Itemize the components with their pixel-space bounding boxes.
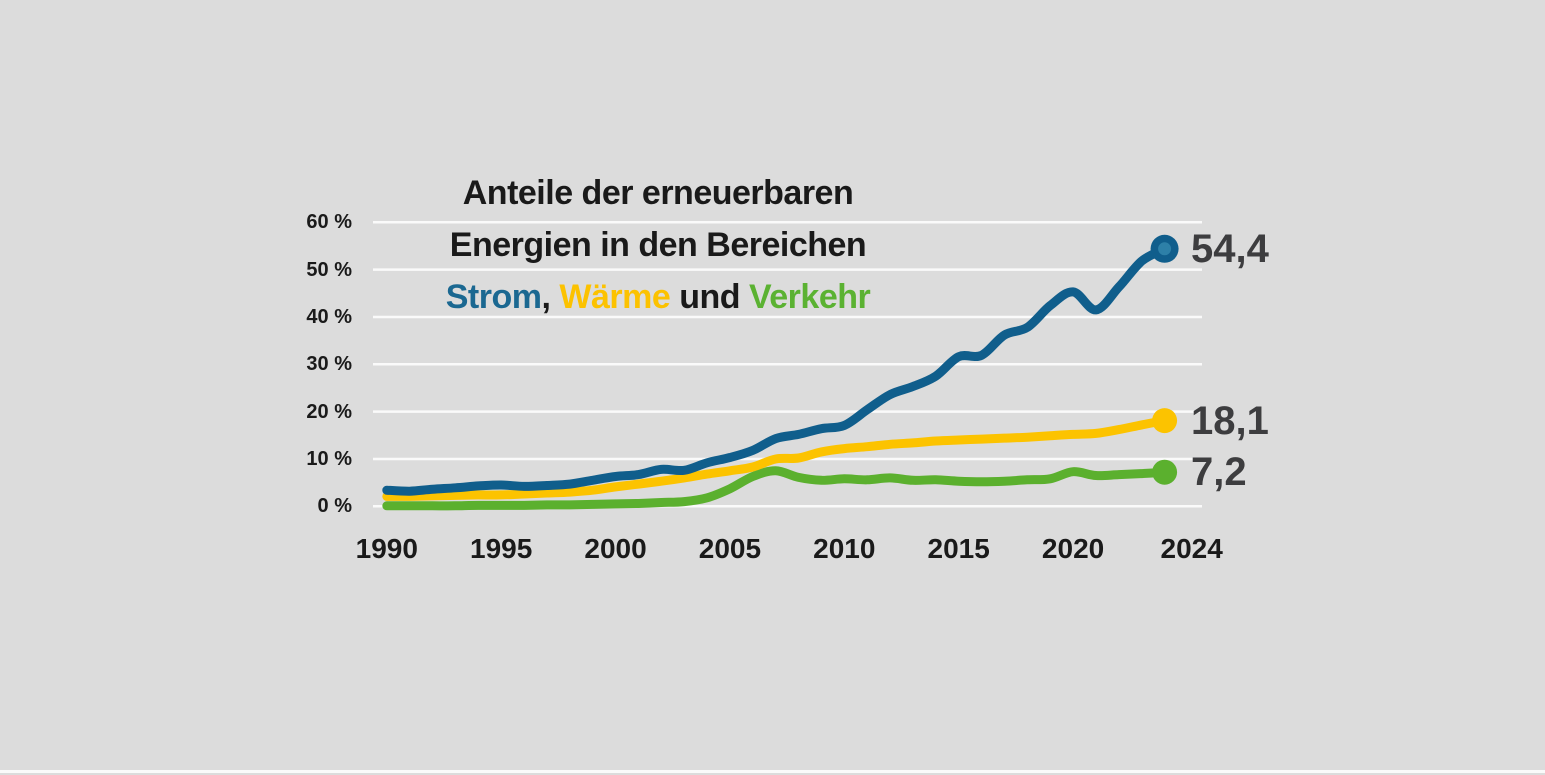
x-axis-label-2024: 2024: [1160, 533, 1223, 564]
y-axis-label-30: 30 %: [306, 353, 352, 376]
chart-title-line1: Anteile der erneuerbaren: [462, 174, 854, 212]
bottom-edge-line: [0, 770, 1545, 773]
x-axis-label-2010: 2010: [813, 533, 876, 564]
x-axis-label-2015: 2015: [927, 533, 990, 564]
series-line-verkehr: [382, 466, 1170, 511]
series-line-strom: [382, 244, 1170, 496]
y-axis-label-40: 40 %: [306, 305, 352, 328]
end-dot-wärme: [1152, 408, 1178, 434]
title-part-0: Strom: [445, 278, 542, 316]
x-axis-label-2005: 2005: [698, 533, 762, 564]
title-part-4: Verkehr: [748, 278, 871, 316]
chart-title-line2: Energien in den Bereichen: [449, 226, 867, 264]
title-part-2: Wärme: [559, 278, 671, 316]
y-axis-label-20: 20 %: [306, 400, 352, 423]
title-part-3: und: [670, 278, 749, 316]
value-label-strom: 54,4: [1191, 226, 1269, 271]
y-axis-label-50: 50 %: [306, 258, 352, 281]
x-axis-label-2020: 2020: [1041, 533, 1105, 564]
x-axis-label-2000: 2000: [584, 533, 647, 564]
y-axis-label-10: 10 %: [306, 447, 352, 470]
x-axis-label-1990: 1990: [355, 533, 418, 564]
y-axis-label-0: 0 %: [317, 495, 352, 518]
x-axis-label-1995: 1995: [470, 533, 533, 564]
end-dot-inner-strom: [1158, 242, 1172, 256]
series-line-wärme: [382, 416, 1170, 501]
chart-title: Anteile der erneuerbaren Energien in den…: [398, 167, 918, 323]
value-label-verkehr: 7,2: [1191, 450, 1247, 495]
end-dot-verkehr: [1152, 459, 1178, 485]
chart-title-line3: Strom, Wärme und Verkehr: [398, 271, 918, 323]
title-part-1: ,: [541, 278, 560, 316]
y-axis-label-60: 60 %: [306, 211, 352, 234]
value-label-waerme: 18,1: [1191, 398, 1269, 443]
